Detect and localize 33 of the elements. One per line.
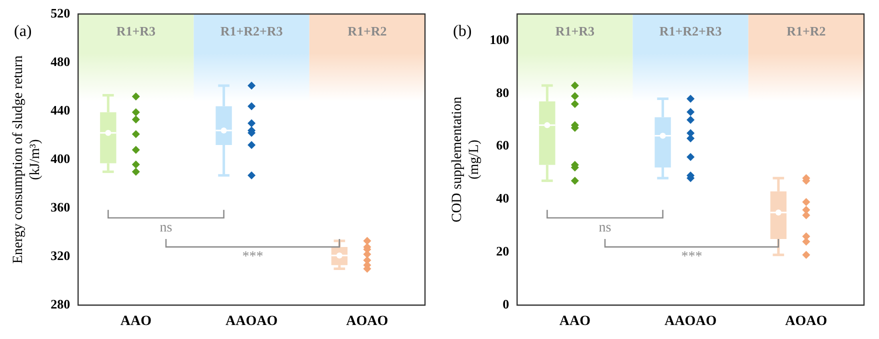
y-tick-label: 20: [496, 244, 510, 259]
y-tick-label: 440: [50, 102, 70, 118]
y-tick-label: 100: [490, 32, 510, 47]
x-tick-label: AAO: [120, 314, 152, 330]
band-label: R1+R3: [555, 23, 596, 38]
y-tick-label: 0: [502, 296, 510, 312]
y-axis-title: COD supplementation (mg/L): [450, 96, 482, 222]
x-tick-label: AOAO: [785, 314, 828, 330]
band-label: R1+R2: [348, 23, 387, 38]
y-tick-label: 80: [496, 84, 510, 100]
y-tick-label: 400: [50, 150, 70, 166]
annotation: ***: [242, 250, 264, 265]
annotation: ns: [160, 220, 172, 236]
y-tick-label: 520: [50, 5, 70, 20]
x-tick-label: AOAO: [346, 314, 388, 330]
band-label: R1+R3: [116, 23, 156, 38]
band-label: R1+R2: [786, 23, 826, 38]
text: (a): [14, 23, 32, 40]
x-tick-label: AAOAO: [664, 314, 717, 330]
x-tick-label: AAOAO: [225, 314, 278, 330]
annotation: ***: [681, 250, 702, 265]
y-tick-label: 320: [50, 248, 70, 264]
band-label: R1+R2+R3: [659, 23, 722, 38]
y-tick-label: 360: [50, 199, 70, 214]
text: (b): [453, 23, 472, 40]
y-tick-label: 60: [496, 138, 510, 153]
y-tick-label: 40: [496, 190, 510, 206]
x-tick-label: AAO: [559, 314, 591, 330]
y-axis-title: Energy consumption of sludge return (kJ/m³): [11, 56, 43, 264]
y-tick-label: 480: [50, 54, 70, 69]
y-tick-label: 280: [50, 296, 70, 312]
annotation: ns: [598, 220, 612, 236]
band-label: R1+R2+R3: [220, 23, 284, 38]
